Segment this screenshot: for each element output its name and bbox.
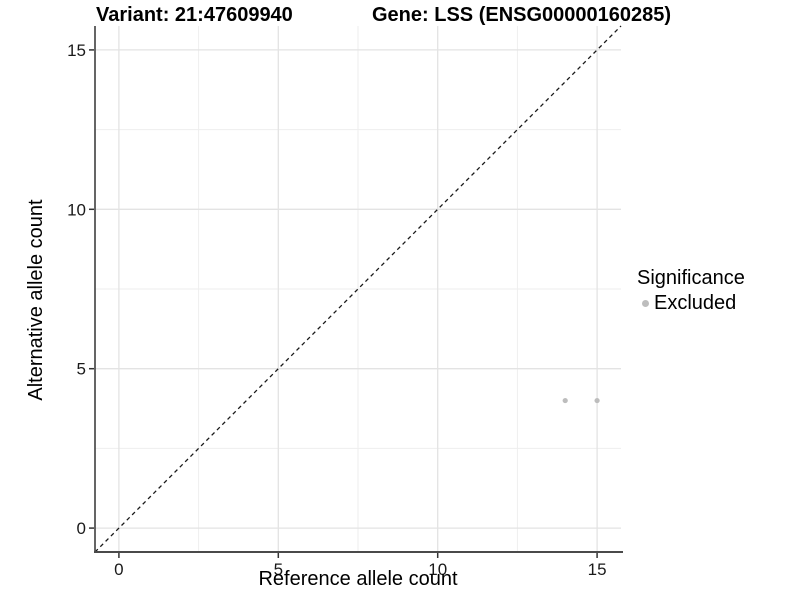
legend-point-swatch-icon [642,300,649,307]
x-tick-label: 15 [588,560,607,579]
y-axis-title: Alternative allele count [25,199,47,401]
legend: Significance Excluded [637,266,745,316]
variant-title: Variant: 21:47609940 [96,4,293,26]
legend-entry-label: Excluded [654,292,737,314]
legend-title: Significance [637,267,745,289]
data-point [594,397,600,404]
data-point [562,397,568,404]
y-tick-label: 15 [67,41,86,60]
x-tick-label: 0 [114,560,123,579]
legend-entry-excluded: Excluded [637,291,745,316]
x-tick-label: 5 [274,560,283,579]
y-tick-label: 5 [77,360,86,379]
x-axis-title: Reference allele count [258,568,458,590]
x-tick-label: 10 [428,560,447,579]
gene-title: Gene: LSS (ENSG00000160285) [372,4,672,26]
y-tick-label: 10 [67,200,86,219]
identity-line [94,25,622,553]
y-tick-label: 0 [77,519,86,538]
